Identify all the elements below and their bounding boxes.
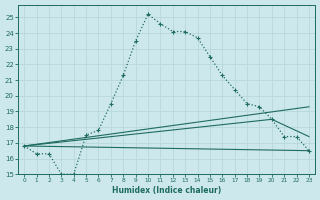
X-axis label: Humidex (Indice chaleur): Humidex (Indice chaleur) — [112, 186, 221, 195]
